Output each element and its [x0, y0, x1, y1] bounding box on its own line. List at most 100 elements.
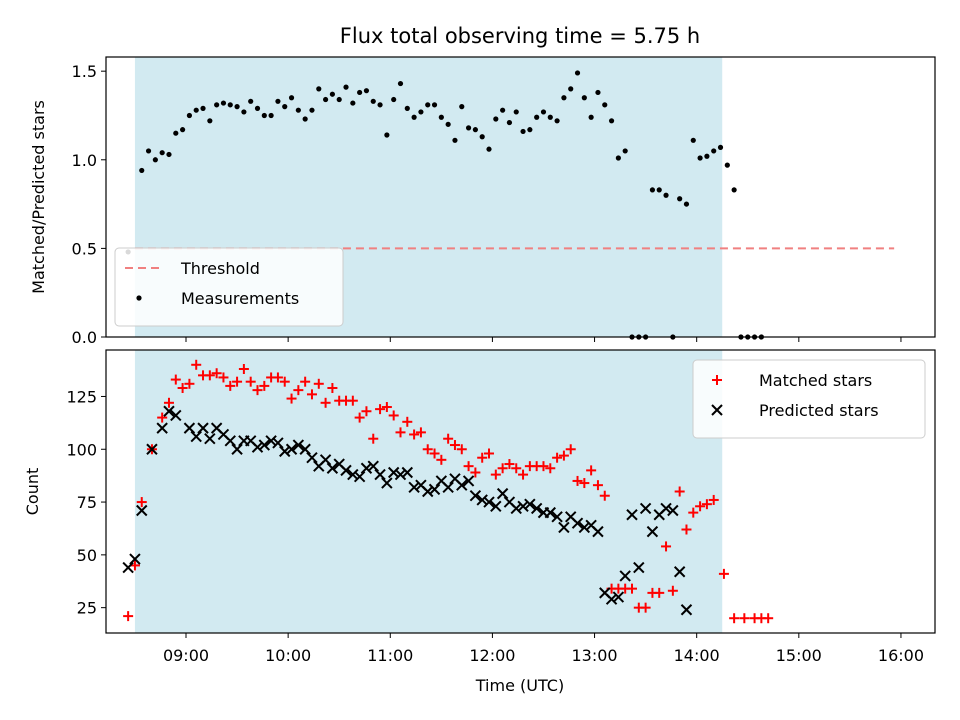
- legend: Matched stars Predicted stars: [692, 359, 926, 439]
- measurement-point: [136, 295, 142, 301]
- matched-star-point: [300, 376, 311, 387]
- measurement-point: [608, 118, 615, 124]
- matched-star-point: [381, 402, 392, 413]
- predicted-star-point: [490, 500, 502, 512]
- predicted-star-point: [183, 422, 196, 434]
- predicted-star-point: [408, 481, 420, 493]
- matched-star-point: [654, 587, 665, 598]
- y-tick-label: 1.0: [72, 151, 97, 170]
- predicted-star-point: [204, 432, 216, 445]
- matched-star-point: [718, 568, 729, 579]
- measurement-point: [602, 102, 608, 108]
- legend-box: [692, 359, 926, 439]
- predicted-star-point: [394, 468, 407, 481]
- predicted-star-point: [483, 496, 495, 508]
- measurement-point: [574, 70, 581, 76]
- matched-star-point: [708, 494, 719, 505]
- predicted-star-point: [530, 502, 543, 515]
- measurement-point: [513, 109, 519, 115]
- matched-star-point: [313, 378, 324, 389]
- matched-star-point: [640, 602, 651, 613]
- y-tick-label: 75: [77, 493, 97, 512]
- matched-star-point: [415, 427, 426, 438]
- measurement-point: [227, 102, 233, 108]
- matched-star-point: [701, 499, 712, 510]
- measurement-point: [595, 89, 601, 96]
- measurement-point: [411, 114, 417, 120]
- x-tick-label: 11:00: [367, 646, 413, 665]
- y-axis-label: Count: [23, 468, 42, 516]
- matched-star-point: [712, 375, 722, 385]
- legend: Threshold Measurements: [114, 247, 344, 327]
- predicted-star-point: [612, 591, 625, 603]
- series-matched-stars: [123, 359, 774, 624]
- measurement-point: [445, 121, 451, 127]
- measurement-point: [568, 86, 574, 92]
- legend-label: Matched stars: [759, 371, 872, 390]
- matched-star-point: [170, 374, 181, 385]
- matched-star-point: [661, 541, 672, 552]
- matched-star-point: [674, 486, 685, 497]
- matched-star-point: [272, 372, 283, 383]
- matched-star-point: [558, 450, 569, 461]
- measurement-point: [683, 201, 690, 207]
- predicted-star-point: [251, 441, 264, 453]
- matched-star-point: [136, 497, 147, 508]
- predicted-star-point: [619, 570, 631, 582]
- predicted-star-point: [279, 445, 291, 458]
- x-tick-label: 13:00: [571, 646, 617, 665]
- predicted-star-point: [673, 566, 686, 578]
- matched-star-point: [511, 463, 522, 474]
- predicted-star-point: [360, 462, 373, 474]
- legend-label: Predicted stars: [759, 401, 879, 420]
- measurement-point: [234, 104, 240, 110]
- x-tick-label: 14:00: [674, 646, 720, 665]
- x-axis-label: Time (UTC): [475, 676, 564, 695]
- predicted-star-point: [639, 502, 652, 515]
- measurement-point: [152, 157, 158, 163]
- matched-star-point: [157, 412, 168, 423]
- matched-star-point: [232, 376, 243, 387]
- matched-star-point: [218, 372, 229, 383]
- measurement-point: [254, 105, 261, 111]
- matched-star-point: [518, 469, 529, 480]
- chart-title: Flux total observing time = 5.75 h: [340, 24, 700, 48]
- predicted-star-point: [680, 604, 693, 616]
- measurement-point: [173, 130, 179, 136]
- predicted-star-point: [374, 468, 386, 481]
- measurement-point: [370, 98, 376, 104]
- matched-star-point: [184, 378, 195, 389]
- matched-star-point: [667, 585, 678, 596]
- measurement-point: [288, 95, 295, 101]
- predicted-star-point: [667, 504, 679, 517]
- matched-star-point: [123, 611, 134, 622]
- measurement-point: [622, 148, 628, 154]
- predicted-star-point: [469, 490, 482, 502]
- measurement-point: [275, 98, 281, 104]
- measurement-point: [397, 80, 404, 87]
- predicted-star-point: [626, 509, 638, 521]
- measurement-point: [472, 127, 478, 133]
- measurement-point: [214, 102, 220, 108]
- matched-star-point: [320, 397, 331, 408]
- measurement-point: [309, 107, 315, 113]
- predicted-star-point: [347, 468, 359, 481]
- matched-star-point: [681, 524, 692, 535]
- predicted-star-point: [476, 494, 488, 506]
- predicted-star-point: [381, 477, 393, 489]
- measurement-point: [697, 155, 703, 161]
- measurement-point: [145, 148, 152, 154]
- predicted-star-point: [129, 553, 141, 565]
- measurement-point: [384, 132, 390, 138]
- x-tick-label: 15:00: [776, 646, 822, 665]
- measurement-point: [438, 114, 444, 120]
- predicted-star-point: [190, 430, 202, 443]
- matched-star-point: [504, 459, 515, 470]
- matched-star-point: [497, 463, 508, 474]
- matched-star-point: [191, 359, 202, 370]
- predicted-star-point: [496, 487, 509, 500]
- predicted-star-point: [285, 443, 298, 455]
- matched-star-point: [422, 444, 433, 455]
- measurement-point: [704, 153, 710, 159]
